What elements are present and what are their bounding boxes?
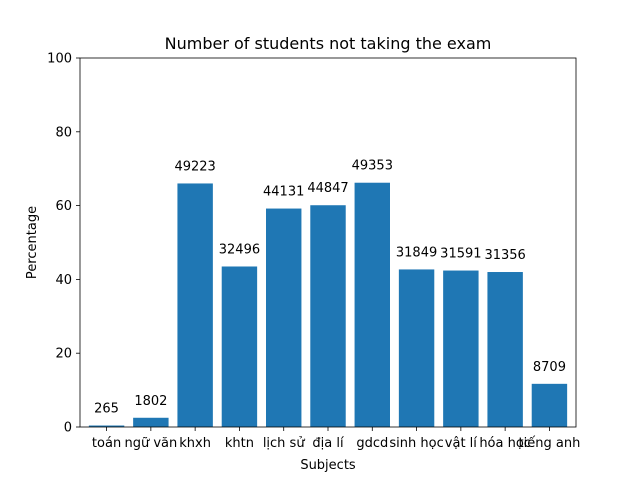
data-label-7: 31849 [396, 245, 437, 260]
data-label-3: 32496 [219, 242, 260, 257]
data-label-8: 31591 [440, 247, 481, 262]
x-tick-label-6: gdcd [356, 436, 388, 451]
y-axis-label: Percentage [25, 206, 40, 279]
plot-area: 265 1802 49223 32496 44131 44847 49353 31849 315… [88, 159, 568, 427]
bar-9 [487, 272, 523, 427]
bar-0 [88, 425, 125, 427]
x-tick-label-0: toán [92, 436, 121, 451]
x-tick-label-1: ngữ văn [124, 436, 177, 451]
data-label-6: 49353 [352, 159, 393, 174]
chart-title: Number of students not taking the exam [165, 34, 492, 53]
y-tick-label-0: 0 [64, 421, 72, 436]
y-tick-label-3: 60 [55, 199, 72, 214]
bar-8 [443, 270, 479, 427]
data-label-5: 44847 [307, 181, 348, 196]
data-label-0: 265 [94, 402, 119, 417]
x-tick-label-10: tiếng anh [519, 436, 581, 451]
x-axis: toán ngữ văn khxh khtn lịch sử địa lí gdcd sinh… [92, 427, 580, 451]
y-tick-label-5: 100 [47, 52, 72, 67]
x-tick-label-9: hóa học [479, 436, 531, 451]
bar-2 [177, 183, 213, 427]
bar-1 [133, 417, 169, 427]
x-axis-label: Subjects [300, 458, 356, 473]
data-label-10: 8709 [533, 360, 566, 375]
y-tick-label-4: 80 [55, 125, 72, 140]
bar-3 [221, 266, 258, 427]
data-label-4: 44131 [263, 185, 304, 200]
x-tick-label-3: khtn [225, 436, 254, 451]
bar-4 [266, 208, 302, 427]
y-tick-label-1: 20 [55, 347, 72, 362]
y-tick-label-2: 40 [55, 273, 72, 288]
bar-7 [398, 269, 435, 427]
x-tick-label-7: sinh học [389, 436, 443, 451]
bar-10 [531, 383, 568, 427]
bar-5 [310, 205, 346, 427]
data-label-1: 1802 [134, 394, 167, 409]
x-tick-label-4: lịch sử [263, 436, 306, 451]
x-tick-label-5: địa lí [312, 436, 344, 451]
bar-6 [354, 182, 390, 427]
data-label-2: 49223 [174, 159, 215, 174]
data-label-9: 31356 [484, 248, 525, 263]
y-axis: 0 20 40 60 80 100 [47, 52, 80, 436]
x-tick-label-2: khxh [179, 436, 211, 451]
x-tick-label-8: vật lí [445, 436, 478, 451]
